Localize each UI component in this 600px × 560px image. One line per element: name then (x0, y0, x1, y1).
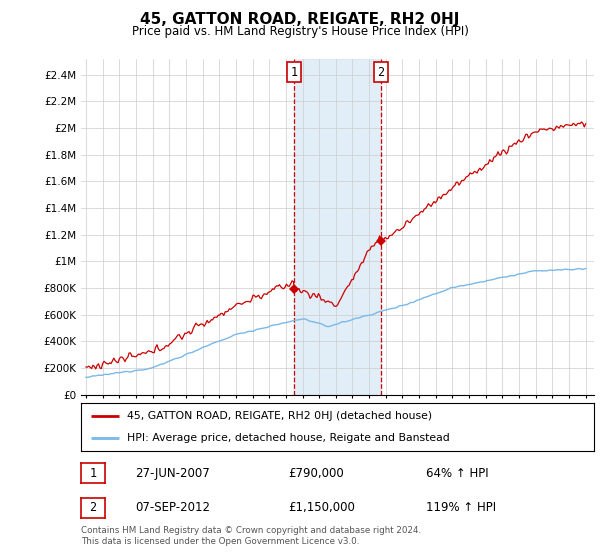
Text: HPI: Average price, detached house, Reigate and Banstead: HPI: Average price, detached house, Reig… (127, 433, 450, 443)
Text: 64% ↑ HPI: 64% ↑ HPI (426, 466, 488, 480)
Text: 2: 2 (377, 66, 384, 78)
Text: 07-SEP-2012: 07-SEP-2012 (135, 501, 210, 515)
Text: 45, GATTON ROAD, REIGATE, RH2 0HJ: 45, GATTON ROAD, REIGATE, RH2 0HJ (140, 12, 460, 27)
Text: 2: 2 (89, 501, 97, 515)
Text: 1: 1 (89, 466, 97, 480)
Text: 1: 1 (290, 66, 298, 78)
Text: 27-JUN-2007: 27-JUN-2007 (135, 466, 210, 480)
Text: 45, GATTON ROAD, REIGATE, RH2 0HJ (detached house): 45, GATTON ROAD, REIGATE, RH2 0HJ (detac… (127, 411, 432, 421)
Text: £1,150,000: £1,150,000 (288, 501, 355, 515)
Text: Contains HM Land Registry data © Crown copyright and database right 2024.
This d: Contains HM Land Registry data © Crown c… (81, 526, 421, 546)
Text: 119% ↑ HPI: 119% ↑ HPI (426, 501, 496, 515)
Text: £790,000: £790,000 (288, 466, 344, 480)
Text: Price paid vs. HM Land Registry's House Price Index (HPI): Price paid vs. HM Land Registry's House … (131, 25, 469, 38)
Bar (294, 59, 380, 395)
